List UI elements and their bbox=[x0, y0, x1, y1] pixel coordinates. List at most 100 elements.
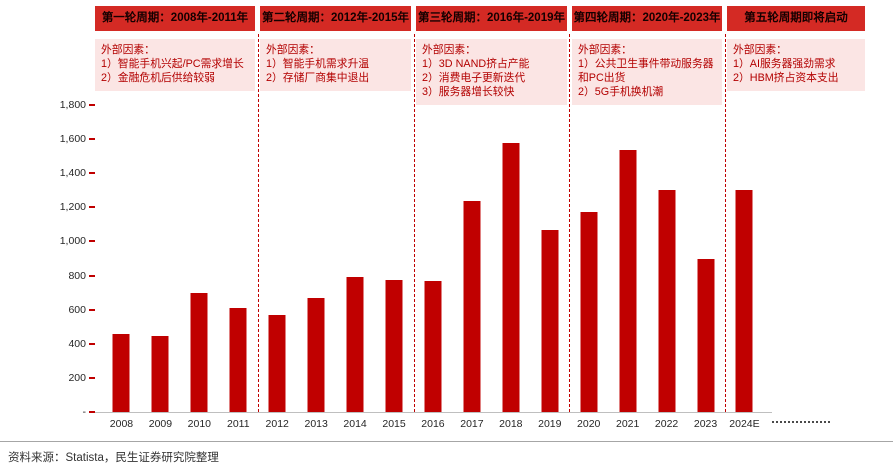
bar-group-2018: 2018 bbox=[491, 105, 530, 430]
factor-box: 外部因素： 1）AI服务器强劲需求 2）HBM挤占资本支出 bbox=[727, 39, 865, 91]
y-axis-tick bbox=[89, 104, 95, 106]
bar-2011 bbox=[229, 307, 247, 412]
period-column-5: 第五轮周期即将启动外部因素： 1）AI服务器强劲需求 2）HBM挤占资本支出 bbox=[727, 6, 865, 105]
y-axis: - 200 400 600 800 1,000 1,200 1,400 1,600 1,800 bbox=[0, 99, 96, 418]
bar-group-2024E: 2024E bbox=[725, 105, 764, 430]
period-column-2: 第二轮周期：2012年-2015年外部因素： 1）智能手机需求升温 2）存储厂商集中… bbox=[260, 6, 411, 105]
factor-label: 外部因素： bbox=[266, 44, 320, 56]
period-title: 第二轮周期：2012年-2015年 bbox=[260, 6, 411, 31]
x-axis-label: 2024E bbox=[729, 418, 760, 430]
y-axis-tick bbox=[89, 411, 95, 413]
bar-2018 bbox=[502, 142, 520, 412]
bar-2010 bbox=[190, 292, 208, 412]
y-axis-tick bbox=[89, 172, 95, 175]
y-axis-label: 1,000 bbox=[59, 235, 86, 248]
y-axis-tick bbox=[89, 138, 95, 141]
bar-group-2017: 2017 bbox=[452, 105, 491, 430]
bar-2022 bbox=[658, 190, 676, 412]
factor-label: 外部因素： bbox=[101, 44, 155, 56]
period-column-4: 第四轮周期：2020年-2023年外部因素： 1）公共卫生事件带动服务器和PC出货… bbox=[572, 6, 722, 105]
bar-group-2022: 2022 bbox=[647, 105, 686, 430]
bar-2009 bbox=[151, 336, 169, 412]
bar-2023 bbox=[697, 259, 715, 412]
factor-item: 2）金融危机后供给较弱 bbox=[101, 72, 215, 84]
bar-group-2016: 2016 bbox=[414, 105, 453, 430]
factor-item: 2）消费电子更新迭代 bbox=[422, 72, 526, 84]
x-axis-label: 2014 bbox=[343, 418, 367, 430]
bar-group-2011: 2011 bbox=[219, 105, 258, 430]
x-axis-label: 2011 bbox=[226, 418, 250, 430]
y-axis-label: - bbox=[82, 406, 87, 418]
cycle-separator-line bbox=[569, 34, 571, 412]
x-axis-label: 2023 bbox=[693, 418, 718, 430]
x-axis-label: 2017 bbox=[460, 418, 484, 430]
cycle-separator-line bbox=[257, 34, 259, 412]
y-axis-label: 600 bbox=[68, 303, 86, 316]
x-axis-line bbox=[95, 412, 772, 413]
period-column-3: 第三轮周期：2016年-2019年外部因素： 1）3D NAND挤占产能 2）消费电… bbox=[416, 6, 567, 105]
factor-item: 1）3D NAND挤占产能 bbox=[422, 58, 530, 70]
factor-item: 1）智能手机需求升温 bbox=[266, 58, 370, 70]
factor-label: 外部因素： bbox=[578, 44, 632, 56]
bar-2019 bbox=[541, 230, 559, 412]
y-axis-label: 1,800 bbox=[59, 99, 86, 111]
period-title: 第三轮周期：2016年-2019年 bbox=[416, 6, 567, 31]
period-title: 第五轮周期即将启动 bbox=[727, 6, 865, 31]
plot-area: 2008 2009 2010 2011 2012 2013 2014 2015 2016 2017… bbox=[102, 105, 764, 430]
y-axis-label: 400 bbox=[68, 337, 86, 350]
bar-2015 bbox=[385, 279, 403, 412]
bar-2024E bbox=[735, 190, 753, 412]
bar-group-2008: 2008 bbox=[102, 105, 141, 430]
factor-item: 1）AI服务器强劲需求 bbox=[733, 58, 836, 70]
factor-item: 2）存储厂商集中退出 bbox=[266, 72, 370, 84]
bar-group-2020: 2020 bbox=[569, 105, 608, 430]
cycle-separator-line bbox=[413, 34, 415, 412]
period-title: 第一轮周期：2008年-2011年 bbox=[95, 6, 255, 31]
y-axis-tick bbox=[89, 240, 95, 243]
bar-2008 bbox=[112, 333, 130, 412]
bar-2013 bbox=[307, 297, 325, 412]
factor-label: 外部因素： bbox=[733, 44, 787, 56]
y-axis-label: 800 bbox=[68, 269, 86, 282]
factor-item: 1）智能手机兴起/PC需求增长 bbox=[101, 58, 244, 70]
bar-2016 bbox=[424, 280, 442, 412]
bar-group-2012: 2012 bbox=[258, 105, 297, 430]
factor-item: 2）5G手机换机潮 bbox=[578, 86, 664, 98]
source-note: 资料来源：Statista，民生证券研究院整理 bbox=[8, 452, 219, 464]
x-axis-label: 2020 bbox=[577, 418, 601, 430]
cycle-separator-line bbox=[725, 34, 727, 412]
bar-group-2015: 2015 bbox=[375, 105, 414, 430]
factor-box: 外部因素： 1）3D NAND挤占产能 2）消费电子更新迭代 3）服务器增长较快 bbox=[416, 39, 567, 105]
bar-2017 bbox=[463, 200, 481, 412]
x-axis-label: 2013 bbox=[304, 418, 328, 430]
period-column-1: 第一轮周期：2008年-2011年外部因素： 1）智能手机兴起/PC需求增长 2）金… bbox=[95, 6, 255, 105]
bar-2020 bbox=[580, 211, 598, 412]
bar-group-2019: 2019 bbox=[530, 105, 569, 430]
footer-divider bbox=[0, 441, 893, 442]
x-axis-label: 2010 bbox=[187, 418, 212, 430]
y-axis-tick bbox=[89, 376, 95, 379]
bar-group-2023: 2023 bbox=[686, 105, 725, 430]
y-axis-label: 1,600 bbox=[59, 133, 86, 146]
bar-group-2009: 2009 bbox=[141, 105, 180, 430]
y-axis-tick bbox=[89, 274, 95, 277]
bar-2014 bbox=[346, 277, 364, 412]
factor-box: 外部因素： 1）智能手机需求升温 2）存储厂商集中退出 bbox=[260, 39, 411, 91]
bar-group-2013: 2013 bbox=[297, 105, 336, 430]
y-axis-label: 1,400 bbox=[59, 167, 86, 180]
factor-label: 外部因素： bbox=[422, 44, 476, 56]
y-axis-label: 1,200 bbox=[59, 201, 86, 214]
bar-2021 bbox=[619, 150, 637, 412]
factor-item: 2）HBM挤占资本支出 bbox=[733, 72, 839, 84]
period-headers: 第一轮周期：2008年-2011年外部因素： 1）智能手机兴起/PC需求增长 2）金… bbox=[95, 6, 865, 105]
factor-box: 外部因素： 1）智能手机兴起/PC需求增长 2）金融危机后供给较弱 bbox=[95, 39, 255, 91]
y-axis-tick bbox=[89, 342, 95, 345]
x-axis-label: 2008 bbox=[109, 418, 134, 430]
x-axis-label: 2015 bbox=[382, 418, 406, 430]
x-axis-label: 2021 bbox=[615, 418, 640, 430]
period-title: 第四轮周期：2020年-2023年 bbox=[572, 6, 722, 31]
bar-group-2014: 2014 bbox=[336, 105, 375, 430]
factor-item: 1）公共卫生事件带动服务器和PC出货 bbox=[578, 58, 714, 84]
x-axis-label: 2009 bbox=[148, 418, 173, 430]
